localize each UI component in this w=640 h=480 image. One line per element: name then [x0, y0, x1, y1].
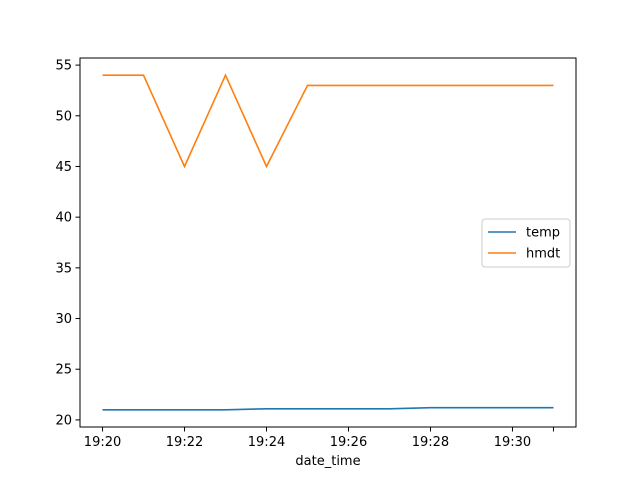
y-tick-label: 50: [55, 109, 72, 124]
x-tick-label: 19:28: [412, 435, 449, 450]
y-tick-label: 25: [55, 363, 72, 378]
legend: temp hmdt: [481, 218, 571, 268]
x-axis: 19:20 19:22 19:24 19:26 19:28 19:30: [84, 427, 554, 450]
legend-box: [481, 218, 571, 268]
y-tick-label: 20: [55, 413, 72, 428]
x-axis-title: date_time: [295, 454, 360, 469]
y-axis: 20 25 30 35 40 45 50 55: [55, 59, 80, 428]
x-tick-label: 19:20: [84, 435, 121, 450]
series-line-hmdt: [102, 73, 554, 169]
y-tick-label: 35: [55, 261, 72, 276]
y-tick-label: 40: [55, 211, 72, 226]
y-tick-label: 55: [55, 59, 72, 74]
legend-label-temp: temp: [526, 226, 560, 241]
series-line-temp: [102, 406, 554, 411]
series-layer: [102, 73, 554, 411]
legend-label-hmdt: hmdt: [526, 247, 560, 262]
y-tick-label: 30: [55, 312, 72, 327]
x-tick-label: 19:24: [248, 435, 285, 450]
x-tick-label: 19:30: [494, 435, 531, 450]
x-tick-label: 19:26: [330, 435, 367, 450]
y-tick-label: 45: [55, 160, 72, 175]
x-tick-label: 19:22: [166, 435, 203, 450]
plot-frame: [79, 57, 577, 428]
